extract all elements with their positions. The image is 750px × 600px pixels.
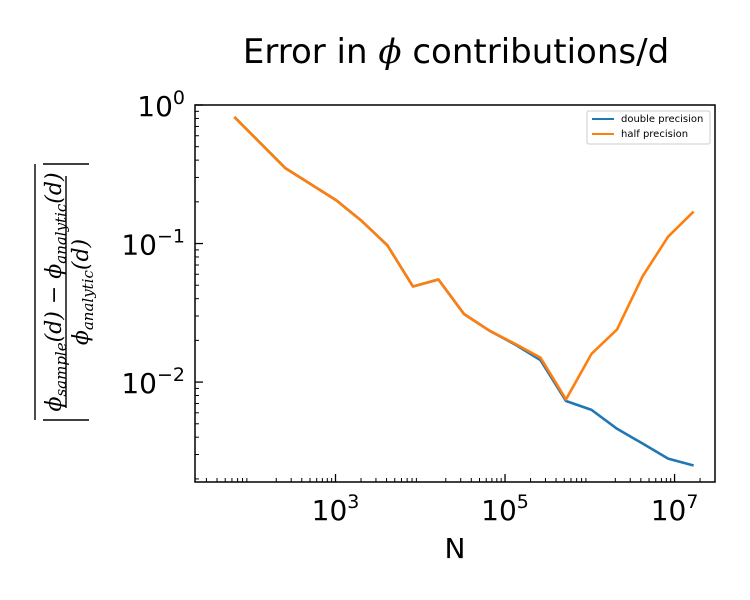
x-tick-label: 103 [312,491,360,527]
y-axis-label: ϕsample(d) − ϕanalytic(d) ϕanalytic(d) [34,163,97,421]
minor-ticks [195,110,716,482]
legend-label-half: half precision [621,129,688,140]
y-tick-label: 100 [137,87,185,123]
y-tick-label: 10−2 [121,364,185,400]
tick-labels: 103 105 107 100 10−1 10−2 [121,87,698,527]
major-ticks [195,104,676,482]
x-axis-label: N [445,532,466,565]
chart-title-suffix: contributions/d [402,32,670,72]
series-line-double-precision [233,116,694,467]
plot-area-frame [194,104,716,483]
legend: double precision half precision [586,110,711,145]
chart-title-symbol: ϕ [378,32,401,72]
x-tick-label: 105 [481,491,529,527]
x-tick-label: 107 [651,491,699,527]
series-line-half-precision [233,116,695,401]
legend-box [586,110,711,145]
y-label-denominator: ϕanalytic(d) [69,239,97,345]
chart-title: Error in ϕ contributions/d [243,32,669,72]
series-layer [233,116,695,467]
legend-label-double: double precision [621,114,703,125]
chart-title-prefix: Error in [243,32,379,72]
y-tick-label: 10−1 [121,226,185,262]
